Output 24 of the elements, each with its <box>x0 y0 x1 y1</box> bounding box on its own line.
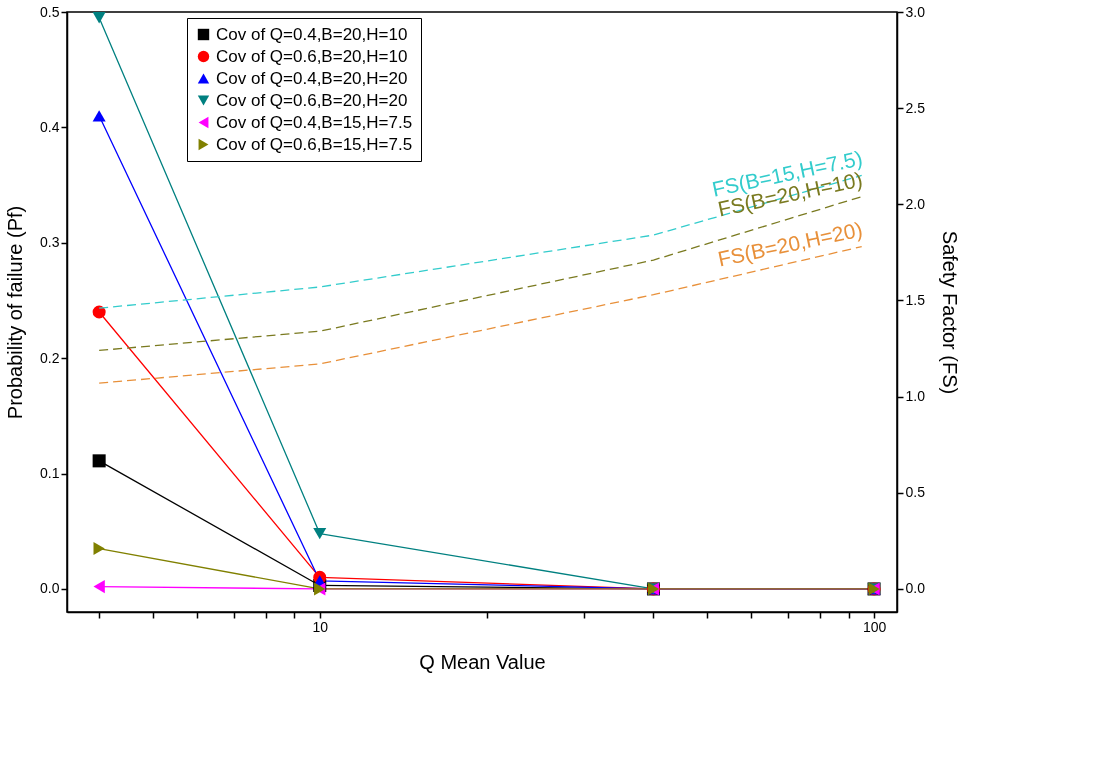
y2-tick-label: 2.5 <box>905 99 926 116</box>
y2-tick-label: 3.0 <box>905 3 926 20</box>
y2-tick-label: 1.5 <box>905 291 926 308</box>
y-tick-label: 0.1 <box>40 465 60 482</box>
y2-tick-label: 0.5 <box>905 484 926 501</box>
x-axis-title: Q Mean Value <box>419 650 546 673</box>
legend-label: Cov of Q=0.6,B=15,H=7.5 <box>216 134 413 154</box>
y2-tick-label: 0.0 <box>905 580 926 597</box>
y2-tick-label: 2.0 <box>905 195 926 212</box>
y2-axis-title: Safety Factor (FS) <box>938 230 961 395</box>
legend-label: Cov of Q=0.6,B=20,H=10 <box>216 46 408 66</box>
y2-tick-label: 1.0 <box>905 388 926 405</box>
x-tick-label: 10 <box>312 618 329 635</box>
y-axis-title: Probability of failure (Pf) <box>4 205 27 420</box>
legend-label: Cov of Q=0.4,B=15,H=7.5 <box>216 112 413 132</box>
legend-label: Cov of Q=0.6,B=20,H=20 <box>216 90 408 110</box>
y-tick-label: 0.0 <box>40 580 60 597</box>
x-tick-label: 100 <box>862 618 887 635</box>
legend-label: Cov of Q=0.4,B=20,H=20 <box>216 68 408 88</box>
legend-label: Cov of Q=0.4,B=20,H=10 <box>216 24 408 44</box>
y-tick-label: 0.4 <box>40 118 60 135</box>
y-tick-label: 0.3 <box>40 234 60 251</box>
y-tick-label: 0.2 <box>40 349 60 366</box>
y-tick-label: 0.5 <box>40 3 60 20</box>
